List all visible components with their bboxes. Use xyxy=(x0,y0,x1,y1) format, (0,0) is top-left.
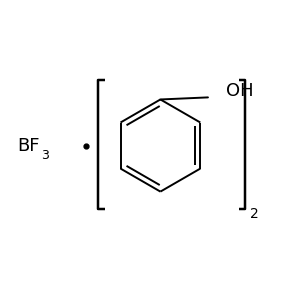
Text: 2: 2 xyxy=(250,207,259,221)
Text: BF: BF xyxy=(17,136,40,154)
Text: OH: OH xyxy=(226,82,254,100)
Text: 3: 3 xyxy=(41,148,50,162)
